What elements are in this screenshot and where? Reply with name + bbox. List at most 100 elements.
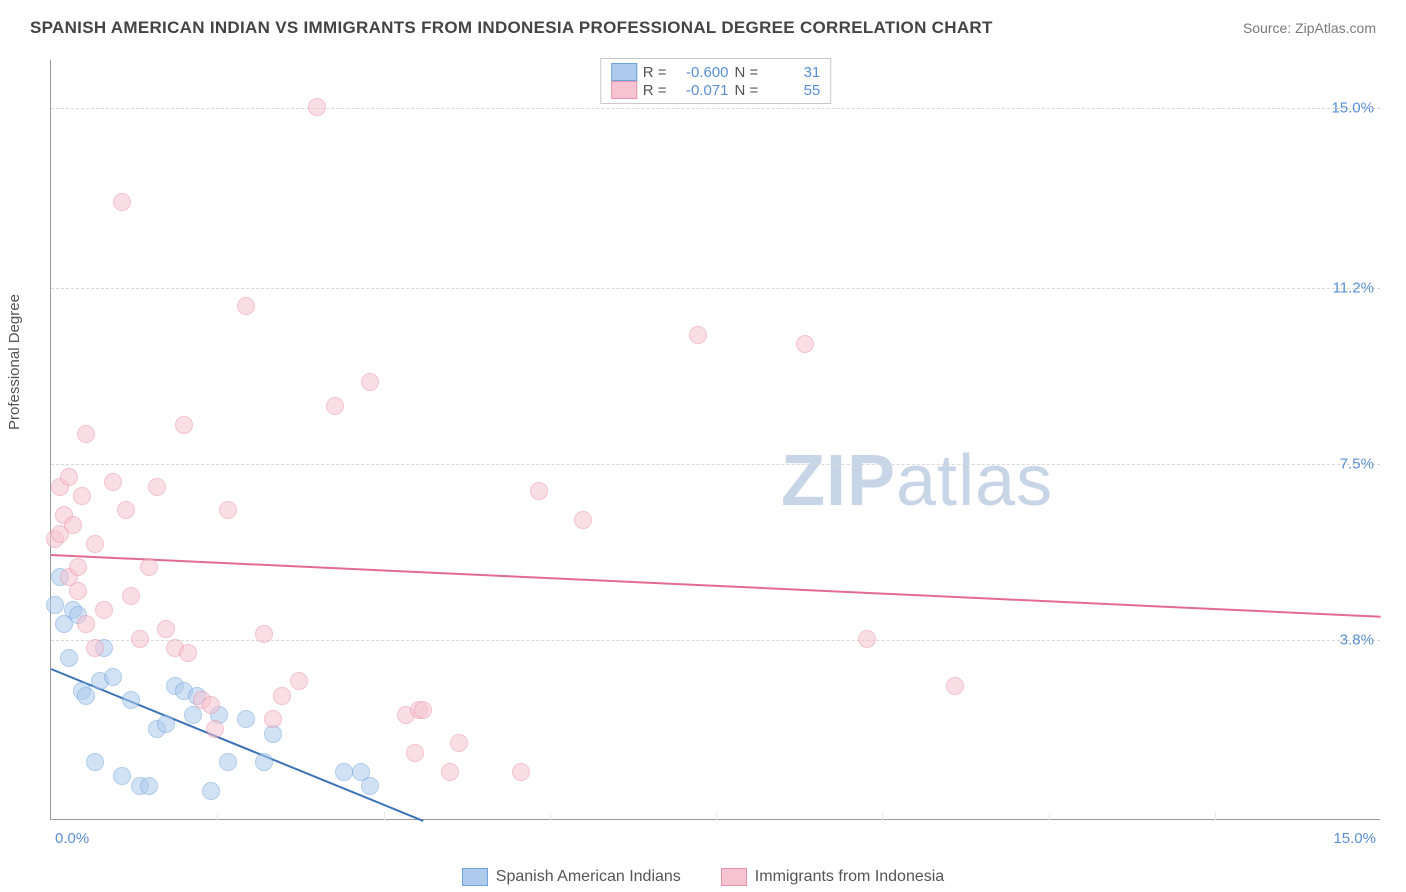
legend-row: R = -0.071 N = 55 bbox=[611, 81, 821, 99]
data-point bbox=[77, 615, 95, 633]
x-tick-label: 0.0% bbox=[55, 830, 89, 847]
y-tick-label: 11.2% bbox=[1333, 280, 1374, 297]
data-point bbox=[512, 763, 530, 781]
legend-r-label: R = bbox=[643, 82, 667, 99]
data-point bbox=[202, 696, 220, 714]
data-point bbox=[290, 672, 308, 690]
data-point bbox=[86, 639, 104, 657]
gridline-vertical bbox=[1215, 812, 1216, 820]
watermark: ZIPatlas bbox=[781, 440, 1053, 522]
data-point bbox=[219, 501, 237, 519]
data-point bbox=[326, 397, 344, 415]
bottom-legend-item: Immigrants from Indonesia bbox=[721, 868, 944, 886]
data-point bbox=[175, 416, 193, 434]
data-point bbox=[46, 596, 64, 614]
legend-n-value-0: 31 bbox=[764, 64, 820, 81]
data-point bbox=[255, 753, 273, 771]
data-point bbox=[117, 501, 135, 519]
watermark-atlas: atlas bbox=[896, 441, 1053, 521]
title-bar: SPANISH AMERICAN INDIAN VS IMMIGRANTS FR… bbox=[30, 18, 1376, 38]
gridline-vertical bbox=[882, 812, 883, 820]
bottom-legend: Spanish American Indians Immigrants from… bbox=[0, 868, 1406, 886]
gridline-vertical bbox=[1049, 812, 1050, 820]
y-tick-label: 3.8% bbox=[1340, 631, 1374, 648]
gridline-vertical bbox=[716, 812, 717, 820]
legend-top: R = -0.600 N = 31 R = -0.071 N = 55 bbox=[600, 58, 832, 104]
data-point bbox=[157, 715, 175, 733]
data-point bbox=[157, 620, 175, 638]
data-point bbox=[335, 763, 353, 781]
legend-r-value-0: -0.600 bbox=[673, 64, 729, 81]
data-point bbox=[308, 98, 326, 116]
legend-row: R = -0.600 N = 31 bbox=[611, 63, 821, 81]
data-point bbox=[148, 478, 166, 496]
legend-r-value-1: -0.071 bbox=[673, 82, 729, 99]
data-point bbox=[441, 763, 459, 781]
data-point bbox=[273, 687, 291, 705]
gridline-vertical bbox=[384, 812, 385, 820]
data-point bbox=[131, 630, 149, 648]
data-point bbox=[406, 744, 424, 762]
data-point bbox=[69, 582, 87, 600]
gridline-vertical bbox=[217, 812, 218, 820]
data-point bbox=[113, 767, 131, 785]
data-point bbox=[206, 720, 224, 738]
legend-n-value-1: 55 bbox=[764, 82, 820, 99]
series-name-0: Spanish American Indians bbox=[496, 868, 681, 886]
data-point bbox=[414, 701, 432, 719]
gridline-horizontal bbox=[51, 464, 1380, 465]
data-point bbox=[69, 558, 87, 576]
data-point bbox=[95, 601, 113, 619]
legend-swatch-pink bbox=[611, 81, 637, 99]
data-point bbox=[219, 753, 237, 771]
data-point bbox=[237, 710, 255, 728]
data-point bbox=[179, 644, 197, 662]
data-point bbox=[796, 335, 814, 353]
data-point bbox=[689, 326, 707, 344]
data-point bbox=[64, 516, 82, 534]
data-point bbox=[113, 193, 131, 211]
chart-title: SPANISH AMERICAN INDIAN VS IMMIGRANTS FR… bbox=[30, 18, 993, 38]
gridline-vertical bbox=[550, 812, 551, 820]
trend-line bbox=[51, 668, 424, 822]
y-tick-label: 15.0% bbox=[1331, 99, 1374, 116]
data-point bbox=[77, 687, 95, 705]
data-point bbox=[104, 668, 122, 686]
legend-r-label: R = bbox=[643, 64, 667, 81]
watermark-zip: ZIP bbox=[781, 441, 896, 521]
legend-swatch-pink bbox=[721, 868, 747, 886]
data-point bbox=[86, 535, 104, 553]
bottom-legend-item: Spanish American Indians bbox=[462, 868, 681, 886]
plot-area: ZIPatlas R = -0.600 N = 31 R = -0.071 N … bbox=[50, 60, 1380, 820]
data-point bbox=[530, 482, 548, 500]
gridline-horizontal bbox=[51, 288, 1380, 289]
data-point bbox=[255, 625, 273, 643]
data-point bbox=[140, 558, 158, 576]
data-point bbox=[77, 425, 95, 443]
data-point bbox=[946, 677, 964, 695]
gridline-horizontal bbox=[51, 640, 1380, 641]
x-tick-label: 15.0% bbox=[1333, 830, 1376, 847]
data-point bbox=[86, 753, 104, 771]
legend-n-label: N = bbox=[735, 82, 759, 99]
data-point bbox=[361, 777, 379, 795]
data-point bbox=[858, 630, 876, 648]
y-tick-label: 7.5% bbox=[1340, 455, 1374, 472]
data-point bbox=[264, 710, 282, 728]
legend-swatch-blue bbox=[611, 63, 637, 81]
data-point bbox=[450, 734, 468, 752]
legend-swatch-blue bbox=[462, 868, 488, 886]
trend-line bbox=[51, 554, 1381, 618]
data-point bbox=[361, 373, 379, 391]
data-point bbox=[122, 691, 140, 709]
y-axis-label: Professional Degree bbox=[6, 294, 23, 430]
data-point bbox=[237, 297, 255, 315]
gridline-horizontal bbox=[51, 108, 1380, 109]
data-point bbox=[122, 587, 140, 605]
data-point bbox=[202, 782, 220, 800]
data-point bbox=[104, 473, 122, 491]
source-label: Source: ZipAtlas.com bbox=[1243, 20, 1376, 36]
series-name-1: Immigrants from Indonesia bbox=[755, 868, 944, 886]
data-point bbox=[73, 487, 91, 505]
data-point bbox=[140, 777, 158, 795]
